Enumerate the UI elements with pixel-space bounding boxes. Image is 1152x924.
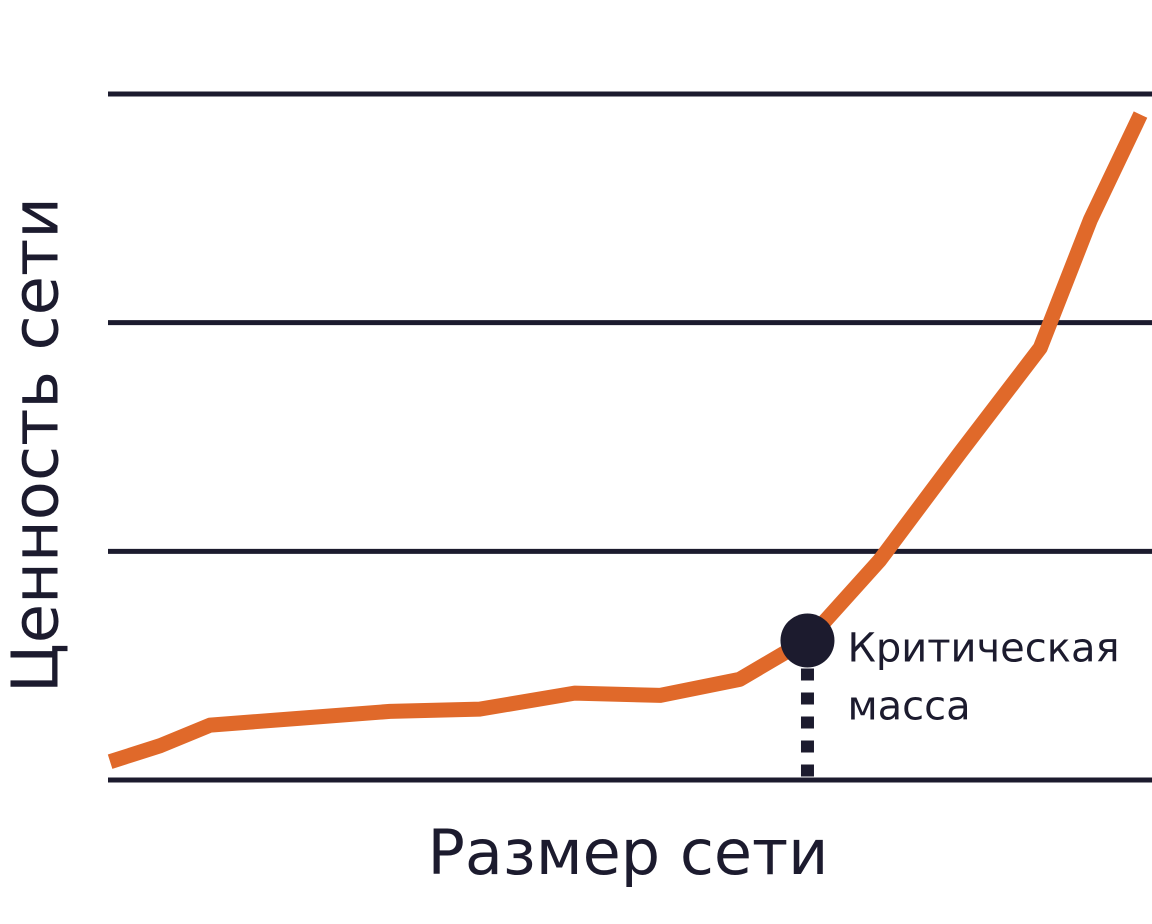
- annotation-text: Критическая: [847, 626, 1119, 672]
- x-axis-label: Размер сети: [428, 816, 829, 889]
- y-axis-label: Ценность сети: [0, 197, 74, 693]
- critical-mass-point: [780, 613, 835, 668]
- line: [107, 111, 1148, 769]
- annotation-text: масса: [847, 684, 970, 730]
